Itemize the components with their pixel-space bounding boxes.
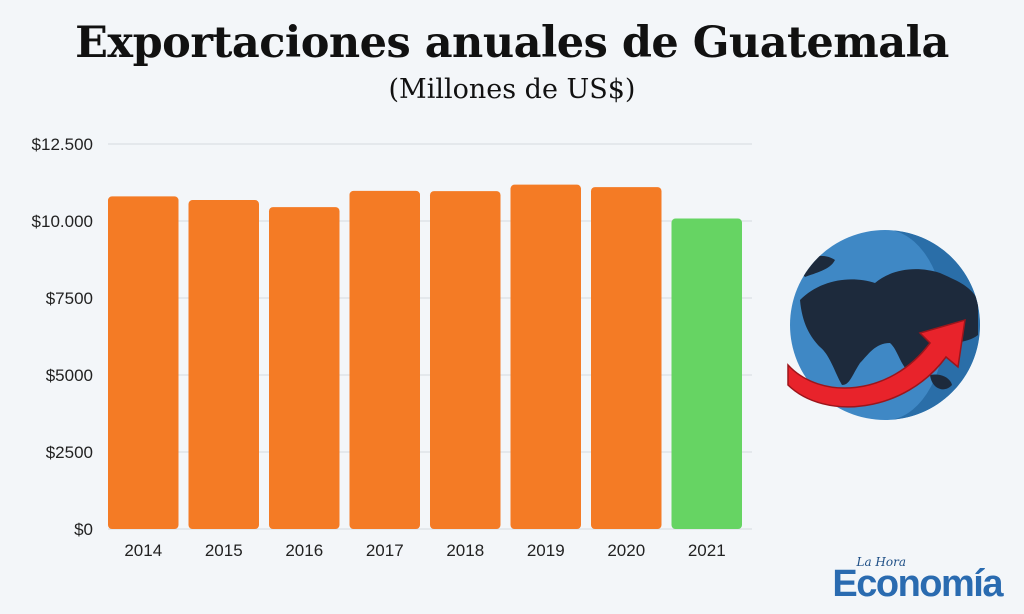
bar-2019 bbox=[510, 184, 581, 529]
y-tick-label: $10.000 bbox=[32, 212, 93, 231]
x-tick-label: 2015 bbox=[205, 541, 243, 560]
growth-arrow-icon bbox=[787, 318, 966, 408]
brand-small-text: La Hora bbox=[856, 555, 906, 569]
bar-2014 bbox=[108, 196, 179, 530]
y-axis-ticks: $0 $2500 $5000 $7500 $10.000 $12.500 bbox=[32, 135, 93, 539]
x-tick-label: 2017 bbox=[366, 541, 404, 560]
y-tick-label: $2500 bbox=[46, 443, 93, 462]
x-tick-label: 2021 bbox=[688, 541, 726, 560]
y-tick-label: $12.500 bbox=[32, 135, 93, 154]
bar-2016 bbox=[269, 207, 340, 529]
x-axis-ticks: 2014 2015 2016 2017 2018 2019 2020 2021 bbox=[124, 541, 725, 560]
brand-name: Economía bbox=[832, 563, 1003, 605]
x-tick-label: 2014 bbox=[124, 541, 162, 560]
x-tick-label: 2018 bbox=[446, 541, 484, 560]
globe-icon bbox=[780, 225, 990, 440]
bar-2015 bbox=[188, 200, 259, 529]
bar-2018 bbox=[430, 191, 501, 529]
bars bbox=[108, 184, 742, 530]
x-tick-label: 2019 bbox=[527, 541, 565, 560]
bar-2020 bbox=[591, 187, 662, 529]
x-tick-label: 2020 bbox=[607, 541, 645, 560]
chart-subtitle: (Millones de US$) bbox=[388, 74, 636, 105]
brand-logo: La Hora Economía bbox=[832, 555, 1003, 606]
chart-title: Exportaciones anuales de Guatemala bbox=[75, 18, 949, 68]
x-tick-label: 2016 bbox=[285, 541, 323, 560]
y-tick-label: $0 bbox=[74, 520, 93, 539]
bar-2021 bbox=[671, 218, 742, 529]
y-tick-label: $5000 bbox=[46, 366, 93, 385]
y-tick-label: $7500 bbox=[46, 289, 93, 308]
bar-2017 bbox=[349, 190, 420, 530]
